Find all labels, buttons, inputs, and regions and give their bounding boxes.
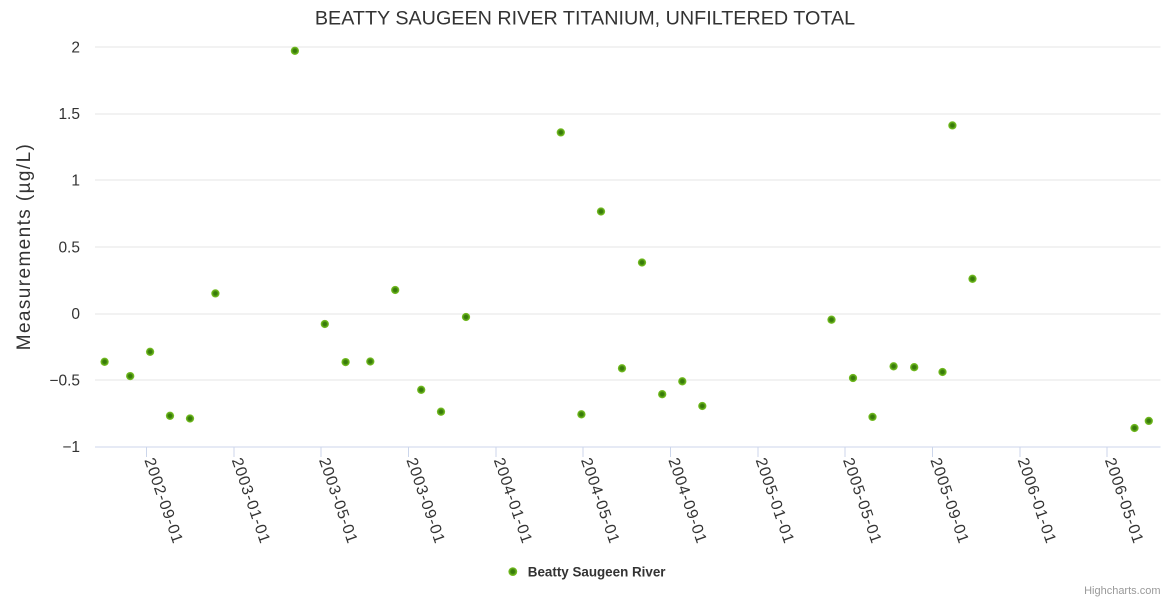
- svg-text:Measurements (µg/L): Measurements (µg/L): [14, 143, 35, 351]
- svg-text:−1: −1: [62, 439, 80, 456]
- svg-text:Highcharts.com: Highcharts.com: [1084, 585, 1160, 597]
- svg-text:−0.5: −0.5: [49, 373, 80, 390]
- svg-text:1.5: 1.5: [58, 106, 80, 123]
- svg-text:1: 1: [71, 173, 80, 190]
- svg-text:2: 2: [71, 40, 80, 57]
- svg-text:BEATTY SAUGEEN RIVER TITANIUM,: BEATTY SAUGEEN RIVER TITANIUM, UNFILTERE…: [315, 8, 855, 30]
- svg-text:0.5: 0.5: [58, 239, 80, 256]
- svg-text:0: 0: [71, 306, 80, 323]
- svg-text:Beatty Saugeen River: Beatty Saugeen River: [528, 565, 666, 580]
